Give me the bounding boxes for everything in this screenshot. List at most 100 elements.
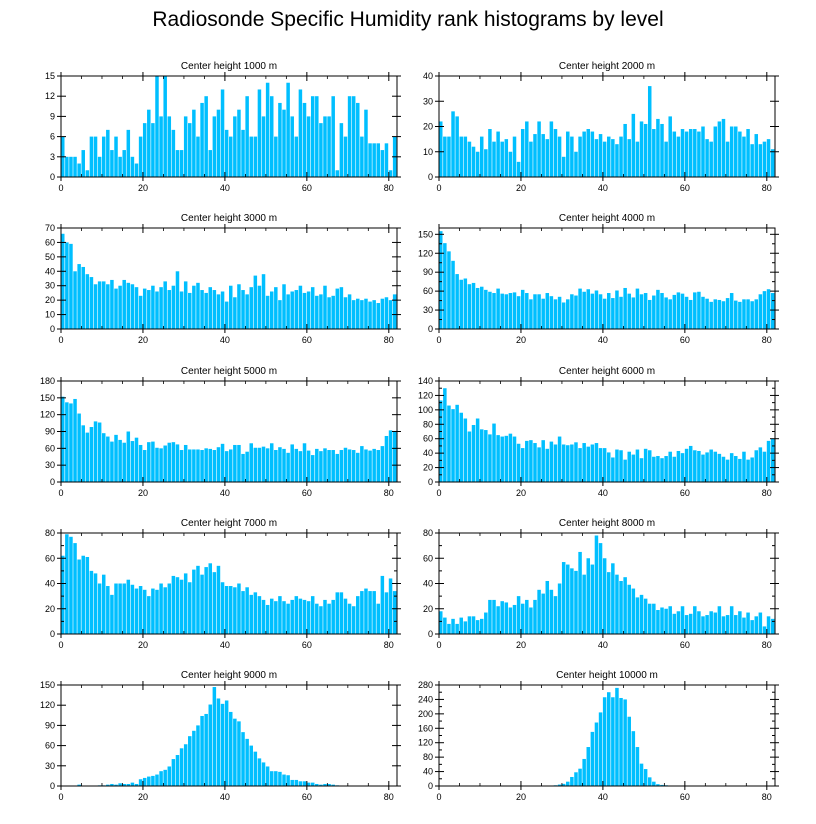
histogram-bar	[286, 452, 290, 482]
histogram-bar	[106, 784, 110, 786]
y-tick-label: 150	[40, 680, 55, 690]
histogram-bar	[697, 450, 701, 482]
histogram-bar	[364, 109, 368, 177]
histogram-bar	[557, 784, 562, 786]
histogram-bar	[224, 129, 229, 177]
histogram-bar	[85, 170, 90, 177]
x-tick-label: 40	[220, 335, 230, 345]
histogram-bar	[594, 443, 599, 482]
histogram-bar	[77, 784, 81, 786]
histogram-bar	[549, 296, 554, 329]
histogram-bar	[627, 139, 631, 178]
histogram-bar	[611, 457, 615, 482]
histogram-bar	[159, 287, 163, 329]
histogram-bar	[388, 300, 393, 329]
histogram-bar	[274, 601, 278, 634]
histogram-bar	[241, 591, 245, 634]
histogram-bar	[229, 136, 233, 177]
histogram-bar	[697, 131, 701, 177]
histogram-bar	[364, 449, 368, 482]
histogram-bar	[269, 291, 274, 329]
histogram-bar	[224, 700, 229, 786]
histogram-bar	[151, 123, 155, 177]
histogram-bar	[598, 543, 603, 634]
histogram-bar	[762, 451, 767, 482]
histogram-bar	[758, 144, 763, 177]
y-tick-label: 200	[418, 709, 433, 719]
histogram-bar	[130, 156, 135, 177]
histogram-bar	[693, 129, 697, 177]
histogram-bar	[110, 441, 114, 482]
histogram-bar	[335, 592, 340, 634]
histogram-bar	[61, 396, 65, 482]
histogram-bar	[615, 144, 619, 177]
histogram-bar	[261, 599, 266, 634]
y-tick-label: 9	[50, 111, 55, 121]
histogram-bar	[742, 451, 746, 482]
y-tick-label: 30	[45, 460, 55, 470]
y-tick-label: 6	[50, 132, 55, 142]
histogram-bar	[179, 450, 184, 482]
histogram-bar	[672, 456, 677, 482]
histogram-bar	[590, 731, 595, 786]
histogram-bar	[77, 413, 81, 482]
histogram-bar	[265, 295, 270, 329]
histogram-bar	[216, 294, 221, 329]
histogram-bar	[294, 448, 299, 482]
histogram-bar	[463, 278, 468, 329]
panel-7: Center height 7000 m 0 20 40 60 80 0 20 40 60 80	[45, 518, 401, 650]
histogram-bar	[134, 588, 139, 634]
panel-frame	[60, 684, 398, 787]
histogram-bar	[200, 574, 204, 634]
histogram-bar	[578, 551, 582, 634]
histogram-bar	[451, 260, 455, 329]
histogram-bar	[196, 136, 200, 177]
histogram-bar	[360, 591, 364, 634]
histogram-bar	[356, 596, 360, 635]
histogram-bar	[607, 136, 611, 177]
histogram-bar	[557, 136, 562, 177]
histogram-bar	[282, 601, 286, 634]
histogram-bar	[598, 448, 603, 482]
histogram-bar	[274, 450, 278, 482]
histogram-bar	[467, 141, 472, 177]
y-tick-label: 40	[45, 266, 55, 276]
histogram-bar	[537, 121, 541, 177]
histogram-bar	[392, 294, 397, 329]
histogram-bar	[709, 449, 713, 482]
histogram-bar	[224, 451, 229, 482]
histogram-bar	[602, 298, 607, 329]
histogram-bar	[290, 116, 294, 177]
histogram-bar	[331, 295, 335, 329]
histogram-bar	[672, 294, 677, 329]
x-tick-label: 40	[220, 488, 230, 498]
histogram-bar	[257, 596, 262, 635]
histogram-bar	[290, 291, 294, 329]
y-tick-label: 0	[428, 324, 433, 334]
histogram-bar	[290, 779, 294, 786]
histogram-bar	[339, 450, 344, 482]
histogram-bar	[754, 299, 759, 329]
histogram-bar	[635, 141, 640, 177]
histogram-bar	[484, 149, 488, 177]
histogram-bar	[302, 599, 307, 634]
histogram-bar	[356, 102, 360, 177]
histogram-bar	[118, 583, 122, 634]
histogram-bar	[660, 123, 664, 177]
histogram-bar	[541, 298, 545, 329]
histogram-bar	[130, 584, 135, 634]
histogram-bar	[525, 599, 529, 634]
histogram-bar	[717, 299, 722, 329]
histogram-bar	[216, 109, 221, 177]
histogram-bar	[265, 766, 270, 786]
histogram-bar	[257, 89, 262, 177]
y-tick-label: 30	[423, 305, 433, 315]
histogram-bar	[549, 441, 554, 482]
histogram-bar	[594, 722, 599, 786]
histogram-bar	[664, 141, 668, 177]
histogram-bar	[492, 423, 496, 482]
y-tick-label: 80	[423, 419, 433, 429]
histogram-bar	[122, 783, 126, 786]
histogram-bar	[245, 587, 249, 634]
histogram-bar	[65, 402, 69, 482]
